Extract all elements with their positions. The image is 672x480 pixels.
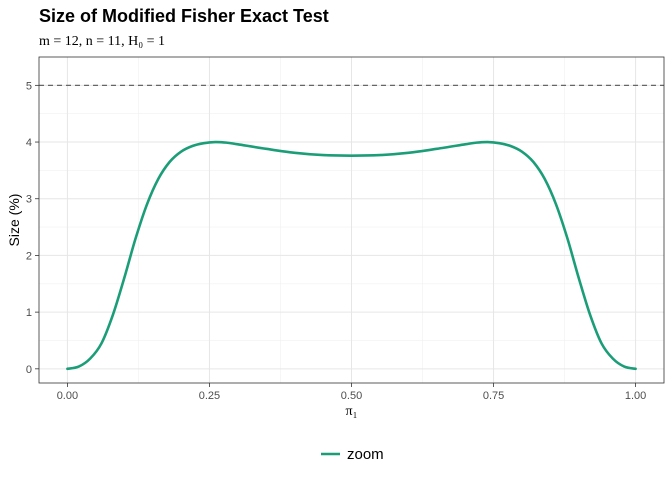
series-line-zoom — [66, 140, 637, 371]
x-tick-label: 0.25 — [199, 390, 220, 402]
y-tick-label: 0 — [26, 364, 32, 376]
y-axis-title: Size (%) — [6, 194, 22, 247]
y-tick-label: 1 — [26, 307, 32, 319]
legend-label-zoom: zoom — [347, 446, 384, 463]
x-tick-label: 0.50 — [341, 390, 362, 402]
x-axis: 0.00 0.25 0.50 0.75 1.00 — [57, 383, 646, 402]
y-axis: 0 1 2 3 4 5 — [26, 80, 39, 376]
chart-title: Size of Modified Fisher Exact Test — [39, 6, 329, 26]
y-tick-label: 2 — [26, 250, 32, 262]
y-tick-label: 5 — [26, 80, 32, 92]
x-tick-label: 0.00 — [57, 390, 78, 402]
x-tick-label: 0.75 — [483, 390, 504, 402]
y-tick-label: 4 — [26, 137, 32, 149]
series-layer — [66, 140, 637, 371]
chart-subtitle: m = 12, n = 11, H₀ = 1 — [39, 34, 165, 49]
x-axis-title: π₁ — [346, 404, 358, 419]
legend: zoom — [321, 446, 384, 463]
y-tick-label: 3 — [26, 194, 32, 206]
grid-major — [39, 57, 664, 383]
x-tick-label: 1.00 — [625, 390, 646, 402]
